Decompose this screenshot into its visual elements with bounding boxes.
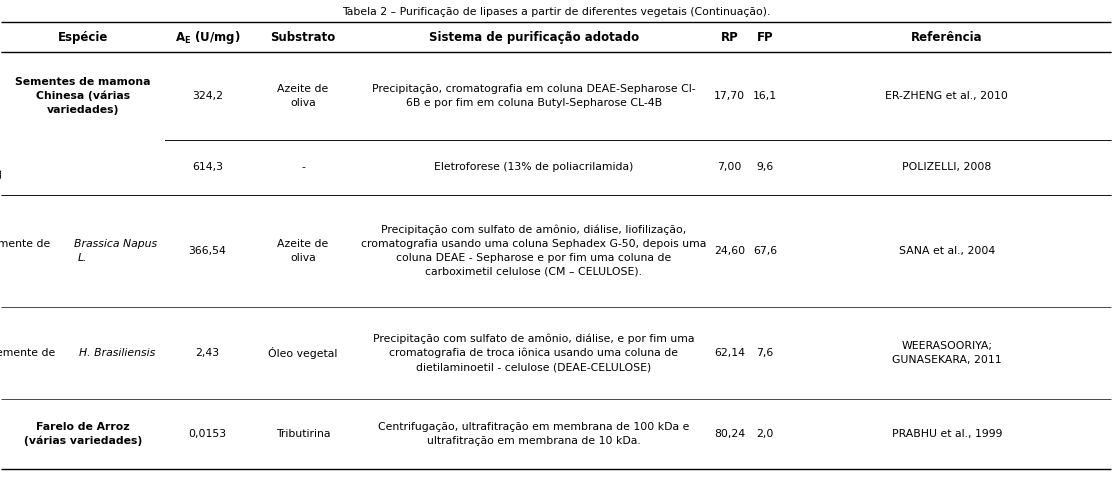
Text: WEERASOORIYA;: WEERASOORIYA; bbox=[902, 341, 992, 351]
Bar bbox=[1, 140, 165, 195]
Text: variedades): variedades) bbox=[47, 105, 119, 115]
Text: SANA et al., 2004: SANA et al., 2004 bbox=[898, 246, 995, 256]
Text: (Bombacaceae): (Bombacaceae) bbox=[0, 169, 85, 179]
Text: aquatica: aquatica bbox=[110, 169, 157, 179]
Text: 366,54: 366,54 bbox=[188, 246, 227, 256]
Text: 16,1: 16,1 bbox=[753, 91, 777, 101]
Text: 62,14: 62,14 bbox=[714, 348, 745, 358]
Text: carboximetil celulose (CM – CELULOSE).: carboximetil celulose (CM – CELULOSE). bbox=[425, 266, 643, 277]
Text: Pachira: Pachira bbox=[102, 155, 142, 165]
Text: Substrato: Substrato bbox=[270, 31, 336, 44]
Text: Pachira: Pachira bbox=[102, 155, 142, 165]
Text: 7,6: 7,6 bbox=[756, 348, 774, 358]
Text: Referência: Referência bbox=[911, 31, 983, 44]
Text: Sementes de mamona: Sementes de mamona bbox=[16, 77, 150, 87]
Text: Sistema de purificação adotado: Sistema de purificação adotado bbox=[429, 31, 638, 44]
Text: Semente de: Semente de bbox=[0, 239, 54, 249]
Text: -: - bbox=[301, 162, 305, 172]
Text: 7,00: 7,00 bbox=[717, 162, 742, 172]
Text: (várias variedades): (várias variedades) bbox=[23, 436, 142, 447]
Text: RP: RP bbox=[721, 31, 738, 44]
Text: Semente de: Semente de bbox=[12, 155, 81, 165]
Text: 17,70: 17,70 bbox=[714, 91, 745, 101]
Text: 24,60: 24,60 bbox=[714, 246, 745, 256]
Text: 2,0: 2,0 bbox=[756, 429, 774, 439]
Text: 0,0153: 0,0153 bbox=[188, 429, 227, 439]
Text: H. Brasiliensis: H. Brasiliensis bbox=[79, 348, 155, 358]
Text: dietilaminoetil - celulose (DEAE-CELULOSE): dietilaminoetil - celulose (DEAE-CELULOS… bbox=[416, 362, 652, 372]
Text: Brassica Napus: Brassica Napus bbox=[75, 239, 157, 249]
Text: GUNASEKARA, 2011: GUNASEKARA, 2011 bbox=[892, 355, 1002, 365]
Text: $\mathbf{A_E}$ (U/mg): $\mathbf{A_E}$ (U/mg) bbox=[175, 29, 240, 46]
Text: Eletroforese (13% de poliacrilamida): Eletroforese (13% de poliacrilamida) bbox=[434, 162, 634, 172]
Text: Precipitação com sulfato de amônio, diálise, liofilização,: Precipitação com sulfato de amônio, diál… bbox=[381, 225, 686, 235]
Text: oliva: oliva bbox=[290, 98, 316, 108]
Text: Semente de: Semente de bbox=[12, 155, 81, 165]
Text: ER-ZHENG et al., 2010: ER-ZHENG et al., 2010 bbox=[885, 91, 1009, 101]
Text: Chinesa (várias: Chinesa (várias bbox=[36, 91, 130, 101]
Text: Precipitação, cromatografia em coluna DEAE-Sepharose Cl-: Precipitação, cromatografia em coluna DE… bbox=[371, 84, 696, 94]
Text: Farelo de Arroz: Farelo de Arroz bbox=[36, 422, 130, 432]
Text: coluna DEAE - Sepharose e por fim uma coluna de: coluna DEAE - Sepharose e por fim uma co… bbox=[396, 252, 672, 263]
Text: Espécie: Espécie bbox=[58, 31, 108, 44]
Text: 324,2: 324,2 bbox=[192, 91, 222, 101]
Text: 67,6: 67,6 bbox=[753, 246, 777, 256]
Text: oliva: oliva bbox=[290, 252, 316, 263]
Text: Centrifugação, ultrafitração em membrana de 100 kDa e: Centrifugação, ultrafitração em membrana… bbox=[378, 422, 689, 432]
Text: Azeite de: Azeite de bbox=[277, 84, 329, 94]
Text: L.: L. bbox=[78, 252, 88, 263]
Text: POLIZELLI, 2008: POLIZELLI, 2008 bbox=[902, 162, 992, 172]
Text: Tabela 2 – Purificação de lipases a partir de diferentes vegetais (Continuação).: Tabela 2 – Purificação de lipases a part… bbox=[341, 7, 771, 17]
Text: aquatica: aquatica bbox=[0, 169, 42, 179]
Text: cromatografia usando uma coluna Sephadex G-50, depois uma: cromatografia usando uma coluna Sephadex… bbox=[361, 239, 706, 249]
Text: cromatografia de troca iônica usando uma coluna de: cromatografia de troca iônica usando uma… bbox=[389, 348, 678, 358]
Text: 614,3: 614,3 bbox=[192, 162, 222, 172]
Text: 80,24: 80,24 bbox=[714, 429, 745, 439]
Text: Semente de: Semente de bbox=[0, 348, 59, 358]
Text: ultrafitração em membrana de 10 kDa.: ultrafitração em membrana de 10 kDa. bbox=[427, 436, 641, 446]
Text: 2,43: 2,43 bbox=[196, 348, 219, 358]
Text: PRABHU et al., 1999: PRABHU et al., 1999 bbox=[892, 429, 1002, 439]
Text: (Bombacaceae): (Bombacaceae) bbox=[56, 169, 145, 179]
Text: Precipitação com sulfato de amônio, diálise, e por fim uma: Precipitação com sulfato de amônio, diál… bbox=[373, 334, 695, 344]
Text: 6B e por fim em coluna Butyl-Sepharose CL-4B: 6B e por fim em coluna Butyl-Sepharose C… bbox=[406, 98, 662, 108]
Text: Óleo vegetal: Óleo vegetal bbox=[268, 347, 338, 359]
Text: 9,6: 9,6 bbox=[756, 162, 774, 172]
Text: Azeite de: Azeite de bbox=[277, 239, 329, 249]
Text: FP: FP bbox=[757, 31, 773, 44]
Text: Tributirina: Tributirina bbox=[276, 429, 330, 439]
